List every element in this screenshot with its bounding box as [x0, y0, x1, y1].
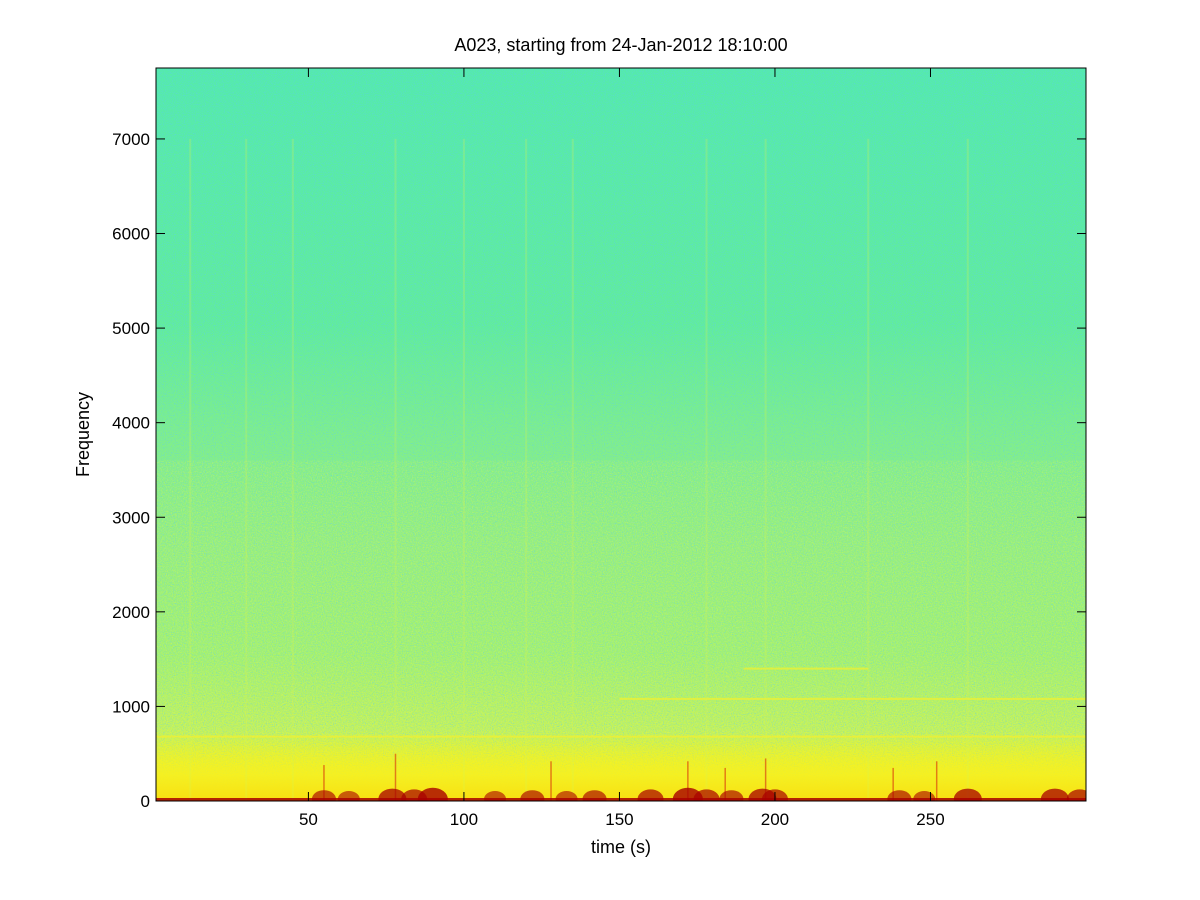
x-axis-ticks: 50 100 150 200 250	[299, 68, 945, 829]
chart-title: A023, starting from 24-Jan-2012 18:10:00	[454, 35, 787, 55]
axes-frame	[155, 67, 1087, 802]
y-tick-label-3: 3000	[112, 508, 150, 527]
y-axis-ticks: 0 1000 2000 3000 4000 5000 6000 7000	[112, 130, 1086, 811]
red-cluster-18	[1040, 788, 1069, 801]
x-tick-label-2: 150	[605, 810, 633, 829]
low-frequency-band	[156, 734, 1086, 801]
red-cluster-2	[378, 788, 407, 801]
y-tick-label-4: 4000	[112, 414, 150, 433]
y-tick-label-1: 1000	[112, 697, 150, 716]
y-axis-label: Frequency	[73, 392, 93, 477]
x-tick-label-1: 100	[450, 810, 478, 829]
x-axis-label: time (s)	[591, 837, 651, 857]
x-tick-label-4: 250	[916, 810, 944, 829]
y-tick-label-2: 2000	[112, 603, 150, 622]
y-tick-label-0: 0	[141, 792, 150, 811]
bottom-red-baseline	[156, 798, 1086, 801]
spectrogram-plot-area	[156, 68, 1086, 801]
tonal-lines	[156, 138, 1086, 801]
red-cluster-4	[417, 787, 448, 801]
x-tick-label-0: 50	[299, 810, 318, 829]
y-tick-label-7: 7000	[112, 130, 150, 149]
red-cluster-17	[953, 788, 982, 801]
y-tick-label-6: 6000	[112, 225, 150, 244]
y-tick-label-5: 5000	[112, 319, 150, 338]
x-tick-label-3: 200	[761, 810, 789, 829]
